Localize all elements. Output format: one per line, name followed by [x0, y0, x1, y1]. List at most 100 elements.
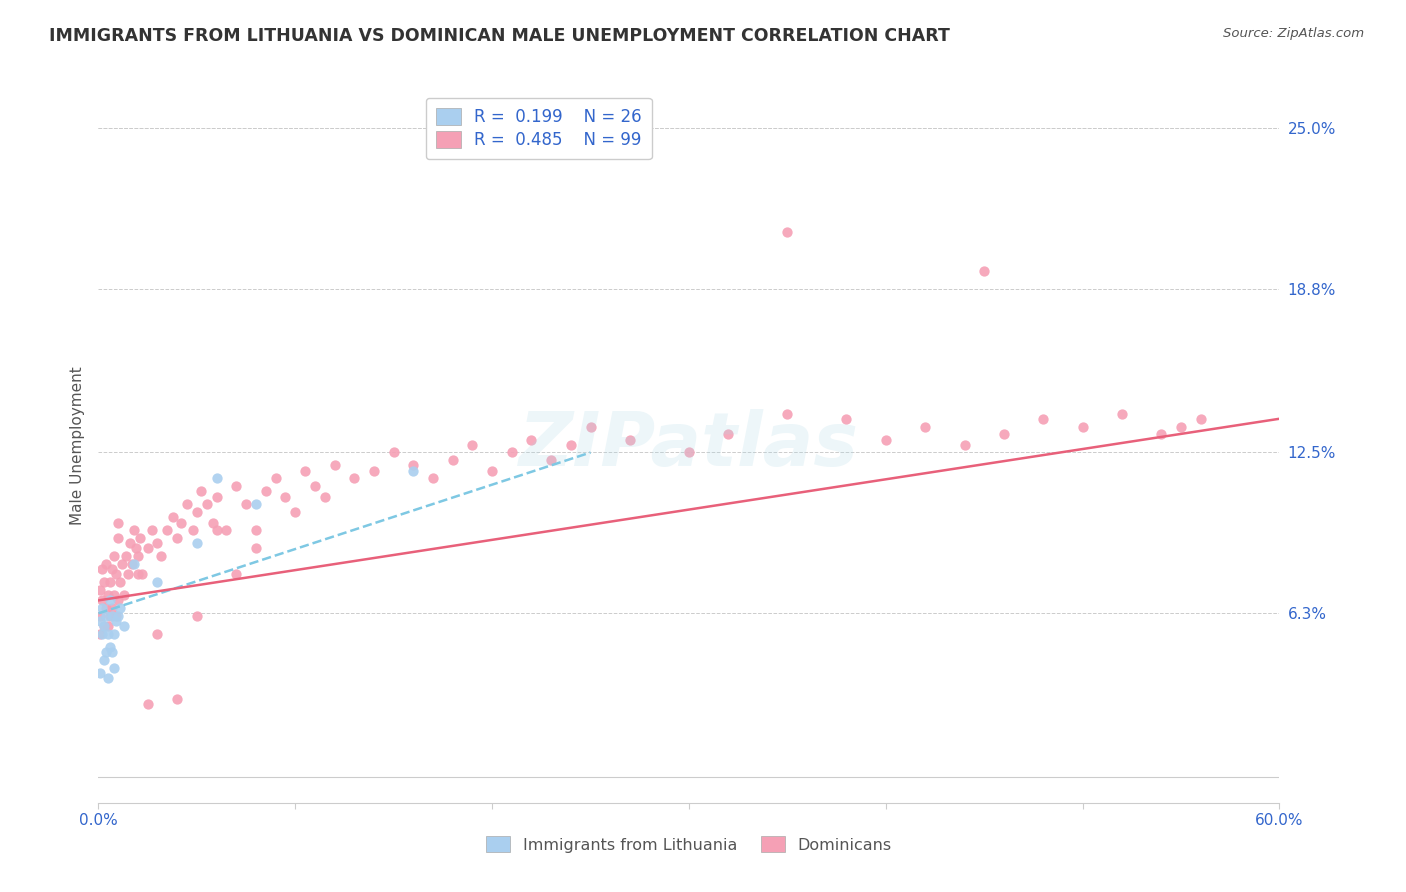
Point — [91, 593, 114, 607]
Point — [205, 490, 228, 504]
Point — [118, 536, 141, 550]
Point — [98, 609, 121, 624]
Point — [264, 471, 287, 485]
Point — [141, 524, 163, 538]
Point — [166, 531, 188, 545]
Point — [101, 601, 124, 615]
Point — [162, 510, 184, 524]
Point — [107, 531, 129, 545]
Point — [146, 575, 169, 590]
Point — [91, 601, 114, 615]
Point — [89, 614, 111, 628]
Point — [97, 588, 120, 602]
Point — [284, 505, 307, 519]
Point — [96, 645, 118, 659]
Point — [186, 505, 208, 519]
Point — [186, 536, 208, 550]
Point — [1150, 427, 1173, 442]
Point — [540, 453, 562, 467]
Point — [107, 609, 129, 624]
Point — [195, 497, 218, 511]
Point — [274, 490, 297, 504]
Point — [91, 627, 114, 641]
Point — [1111, 407, 1133, 421]
Point — [101, 609, 124, 624]
Point — [245, 524, 267, 538]
Point — [205, 524, 228, 538]
Point — [105, 567, 128, 582]
Point — [97, 627, 120, 641]
Point — [98, 640, 121, 654]
Point — [98, 575, 121, 590]
Point — [91, 562, 114, 576]
Text: IMMIGRANTS FROM LITHUANIA VS DOMINICAN MALE UNEMPLOYMENT CORRELATION CHART: IMMIGRANTS FROM LITHUANIA VS DOMINICAN M… — [49, 27, 950, 45]
Point — [254, 484, 277, 499]
Point — [122, 557, 145, 571]
Text: Source: ZipAtlas.com: Source: ZipAtlas.com — [1223, 27, 1364, 40]
Point — [235, 497, 257, 511]
Point — [98, 593, 121, 607]
Point — [89, 666, 111, 681]
Point — [973, 264, 995, 278]
Point — [314, 490, 336, 504]
Point — [96, 609, 118, 624]
Point — [953, 438, 976, 452]
Point — [560, 438, 582, 452]
Point — [678, 445, 700, 459]
Point — [128, 531, 150, 545]
Point — [136, 697, 159, 711]
Point — [382, 445, 405, 459]
Point — [107, 593, 129, 607]
Legend: Immigrants from Lithuania, Dominicans: Immigrants from Lithuania, Dominicans — [479, 830, 898, 859]
Point — [875, 433, 897, 447]
Point — [108, 601, 131, 615]
Point — [181, 524, 204, 538]
Point — [225, 479, 247, 493]
Point — [914, 419, 936, 434]
Point — [117, 567, 139, 582]
Point — [131, 567, 153, 582]
Point — [101, 645, 124, 659]
Point — [501, 445, 523, 459]
Point — [112, 619, 135, 633]
Point — [993, 427, 1015, 442]
Point — [146, 536, 169, 550]
Point — [125, 541, 148, 556]
Point — [717, 427, 740, 442]
Point — [112, 588, 135, 602]
Point — [343, 471, 366, 485]
Point — [93, 619, 115, 633]
Point — [422, 471, 444, 485]
Point — [105, 609, 128, 624]
Point — [1189, 411, 1212, 425]
Point — [127, 567, 149, 582]
Point — [96, 557, 118, 571]
Point — [89, 627, 111, 641]
Point — [190, 484, 212, 499]
Point — [1071, 419, 1094, 434]
Point — [619, 433, 641, 447]
Point — [579, 419, 602, 434]
Point — [402, 464, 425, 478]
Point — [166, 692, 188, 706]
Point — [245, 497, 267, 511]
Point — [225, 567, 247, 582]
Y-axis label: Male Unemployment: Male Unemployment — [69, 367, 84, 525]
Point — [776, 407, 799, 421]
Point — [363, 464, 385, 478]
Point — [89, 582, 111, 597]
Point — [103, 549, 125, 564]
Point — [1170, 419, 1192, 434]
Point — [103, 627, 125, 641]
Point — [111, 557, 134, 571]
Point — [101, 562, 124, 576]
Point — [170, 516, 193, 530]
Point — [481, 464, 503, 478]
Text: ZIPatlas: ZIPatlas — [519, 409, 859, 483]
Point — [97, 671, 120, 685]
Point — [103, 588, 125, 602]
Point — [323, 458, 346, 473]
Point — [294, 464, 316, 478]
Point — [245, 541, 267, 556]
Point — [105, 614, 128, 628]
